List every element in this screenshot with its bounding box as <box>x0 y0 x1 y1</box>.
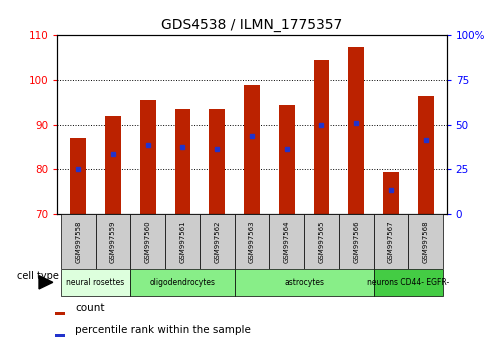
FancyBboxPatch shape <box>61 269 130 296</box>
Bar <box>279 105 294 214</box>
Text: astrocytes: astrocytes <box>284 278 324 287</box>
Text: GSM997558: GSM997558 <box>75 220 81 263</box>
Bar <box>55 312 65 315</box>
FancyBboxPatch shape <box>200 214 235 269</box>
Text: cell type: cell type <box>17 272 59 281</box>
FancyBboxPatch shape <box>374 269 443 296</box>
Bar <box>175 109 190 214</box>
Text: GSM997565: GSM997565 <box>318 220 324 263</box>
Bar <box>348 47 364 214</box>
Text: GSM997567: GSM997567 <box>388 220 394 263</box>
Text: GSM997562: GSM997562 <box>214 220 220 263</box>
Text: count: count <box>75 303 105 314</box>
Bar <box>210 109 225 214</box>
Bar <box>140 100 156 214</box>
FancyBboxPatch shape <box>235 214 269 269</box>
FancyBboxPatch shape <box>269 214 304 269</box>
Bar <box>383 172 399 214</box>
FancyBboxPatch shape <box>304 214 339 269</box>
Text: GSM997563: GSM997563 <box>249 220 255 263</box>
Bar <box>105 116 121 214</box>
Bar <box>55 334 65 337</box>
FancyBboxPatch shape <box>130 214 165 269</box>
Text: GSM997564: GSM997564 <box>284 220 290 263</box>
Text: neurons CD44- EGFR-: neurons CD44- EGFR- <box>367 278 450 287</box>
Text: percentile rank within the sample: percentile rank within the sample <box>75 325 251 335</box>
Text: oligodendrocytes: oligodendrocytes <box>150 278 216 287</box>
Title: GDS4538 / ILMN_1775357: GDS4538 / ILMN_1775357 <box>161 18 343 32</box>
Text: GSM997559: GSM997559 <box>110 220 116 263</box>
Polygon shape <box>39 276 53 289</box>
FancyBboxPatch shape <box>235 269 374 296</box>
Bar <box>244 85 260 214</box>
Text: GSM997568: GSM997568 <box>423 220 429 263</box>
Text: GSM997561: GSM997561 <box>180 220 186 263</box>
Bar <box>418 96 434 214</box>
FancyBboxPatch shape <box>165 214 200 269</box>
FancyBboxPatch shape <box>130 269 235 296</box>
Bar <box>70 138 86 214</box>
Bar <box>314 60 329 214</box>
FancyBboxPatch shape <box>96 214 130 269</box>
Text: GSM997560: GSM997560 <box>145 220 151 263</box>
Text: neural rosettes: neural rosettes <box>66 278 125 287</box>
Text: GSM997566: GSM997566 <box>353 220 359 263</box>
FancyBboxPatch shape <box>374 214 408 269</box>
FancyBboxPatch shape <box>61 214 96 269</box>
FancyBboxPatch shape <box>408 214 443 269</box>
FancyBboxPatch shape <box>339 214 374 269</box>
